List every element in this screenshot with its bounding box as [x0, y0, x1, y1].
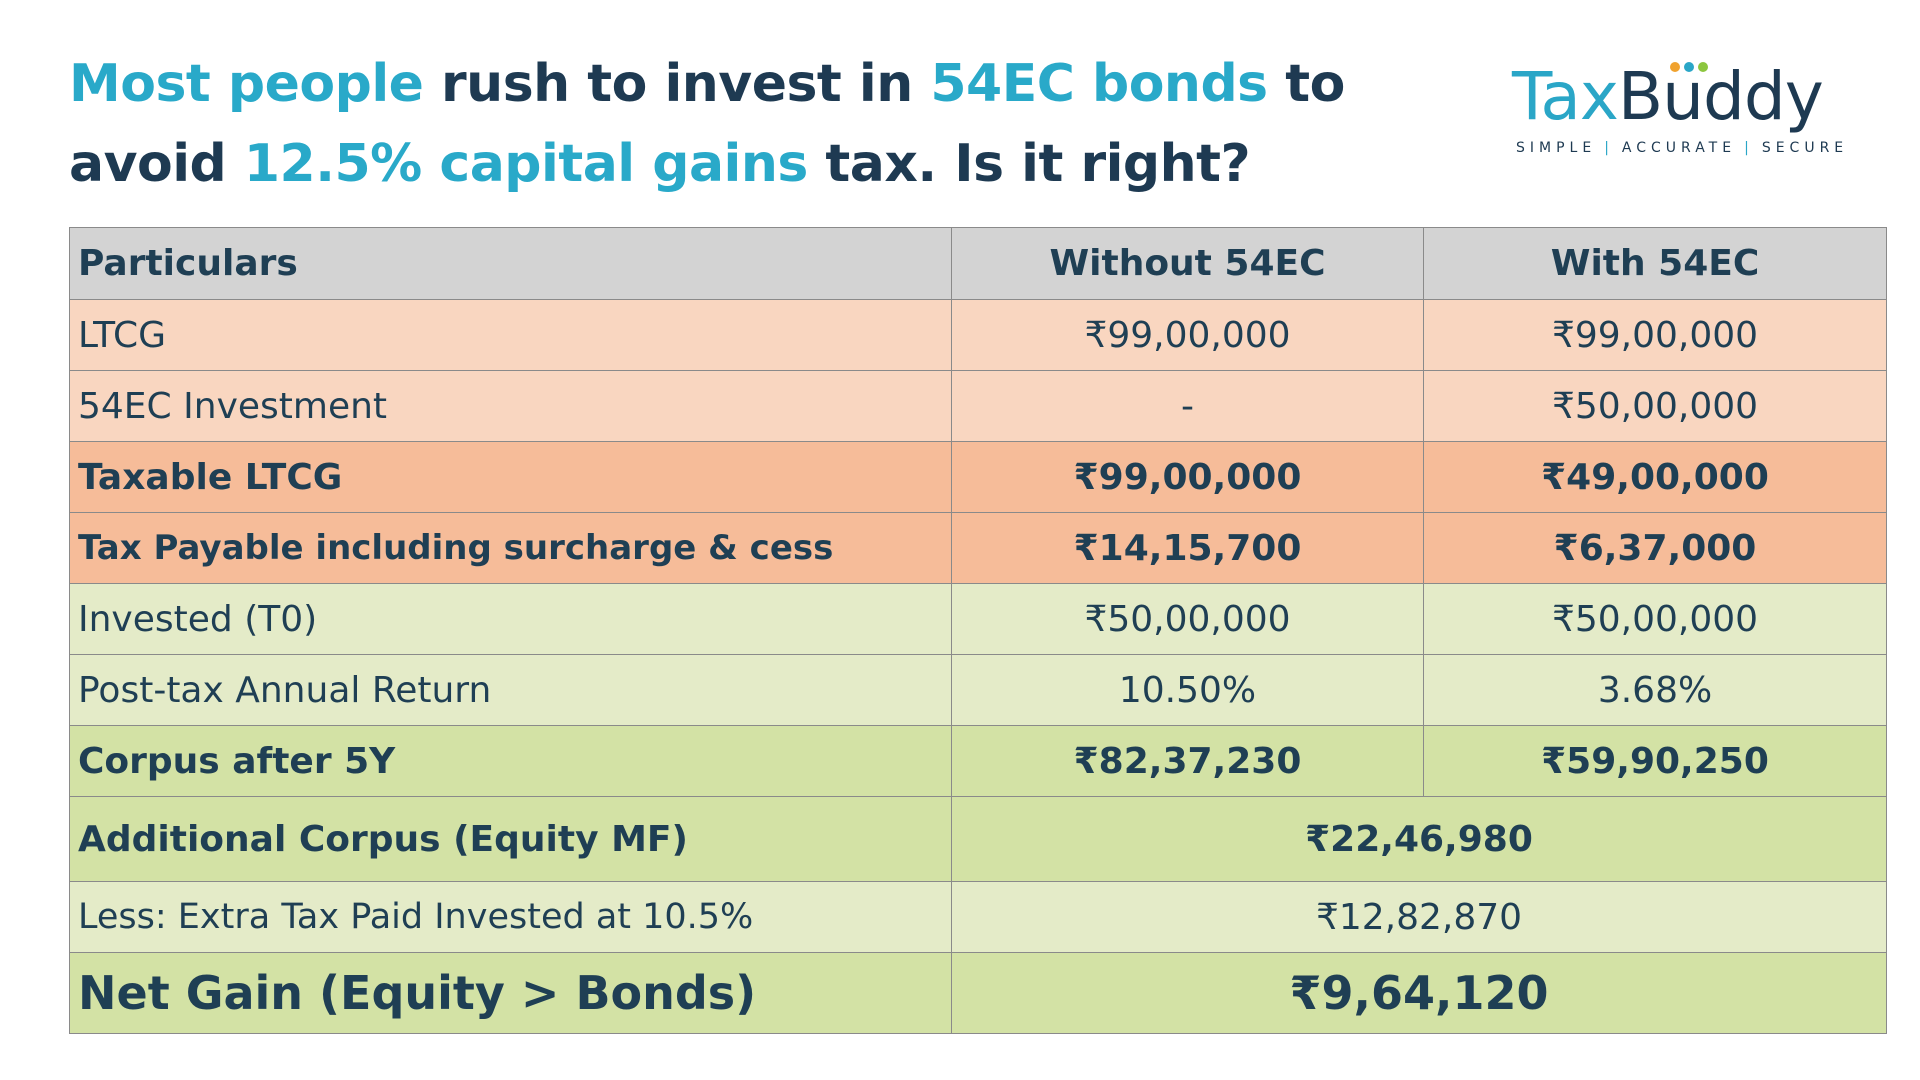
row-invested-t0: Invested (T0) ₹50,00,000 ₹50,00,000 — [69, 583, 1887, 655]
row-corpus-after-5y: Corpus after 5Y ₹82,37,230 ₹59,90,250 — [69, 725, 1887, 797]
cell-with-54ec: ₹50,00,000 — [1423, 370, 1887, 442]
header-without-54ec: Without 54EC — [951, 227, 1424, 300]
cell-with-54ec: ₹49,00,000 — [1423, 441, 1887, 513]
logo-dot-orange — [1670, 62, 1680, 72]
row-tax-payable: Tax Payable including surcharge & cess ₹… — [69, 512, 1887, 584]
logo-wordmark: TaxBuddy — [1512, 52, 1824, 142]
logo-dot-green — [1698, 62, 1708, 72]
headline-text-question: tax. Is it right? — [807, 134, 1251, 194]
cell-without-54ec: ₹14,15,700 — [951, 512, 1424, 584]
row-label: Taxable LTCG — [69, 441, 952, 513]
tagline-separator: | — [1744, 140, 1754, 156]
logo-word-buddy: Buddy — [1617, 58, 1824, 135]
row-additional-corpus: Additional Corpus (Equity MF) ₹22,46,980 — [69, 796, 1887, 882]
table-header-row: Particulars Without 54EC With 54EC — [69, 227, 1887, 300]
row-net-gain: Net Gain (Equity > Bonds) ₹9,64,120 — [69, 952, 1887, 1034]
logo-tagline: SIMPLE | ACCURATE | SECURE — [1516, 140, 1848, 156]
cell-without-54ec: ₹50,00,000 — [951, 583, 1424, 655]
cell-without-54ec: ₹99,00,000 — [951, 299, 1424, 371]
cell-with-54ec: ₹59,90,250 — [1423, 725, 1887, 797]
row-label: 54EC Investment — [69, 370, 952, 442]
row-ltcg: LTCG ₹99,00,000 ₹99,00,000 — [69, 299, 1887, 371]
headline-highlight-most-people: Most people — [69, 54, 424, 114]
row-label: Less: Extra Tax Paid Invested at 10.5% — [69, 881, 952, 953]
row-label: Post-tax Annual Return — [69, 654, 952, 726]
row-less-extra-tax: Less: Extra Tax Paid Invested at 10.5% ₹… — [69, 881, 1887, 953]
comparison-table: Particulars Without 54EC With 54EC LTCG … — [69, 227, 1887, 1034]
headline-text-rush: rush to invest in — [423, 54, 931, 114]
logo-dots-icon — [1670, 62, 1710, 76]
row-label: Net Gain (Equity > Bonds) — [69, 952, 952, 1034]
cell-with-54ec: ₹50,00,000 — [1423, 583, 1887, 655]
headline-highlight-54ec-bonds: 54EC bonds — [930, 54, 1268, 114]
tagline-simple: SIMPLE — [1516, 140, 1597, 156]
tagline-secure: SECURE — [1761, 140, 1849, 156]
row-taxable-ltcg: Taxable LTCG ₹99,00,000 ₹49,00,000 — [69, 441, 1887, 513]
header-with-54ec: With 54EC — [1423, 227, 1887, 300]
cell-with-54ec: ₹99,00,000 — [1423, 299, 1887, 371]
cell-without-54ec: ₹99,00,000 — [951, 441, 1424, 513]
cell-with-54ec: 3.68% — [1423, 654, 1887, 726]
cell-without-54ec: ₹82,37,230 — [951, 725, 1424, 797]
row-label: Tax Payable including surcharge & cess — [69, 512, 952, 584]
cell-with-54ec: ₹6,37,000 — [1423, 512, 1887, 584]
taxbuddy-logo: TaxBuddy SIMPLE | ACCURATE | SECURE — [1512, 52, 1882, 172]
cell-merged-value: ₹9,64,120 — [951, 952, 1887, 1034]
tagline-separator: | — [1604, 140, 1614, 156]
row-54ec-investment: 54EC Investment - ₹50,00,000 — [69, 370, 1887, 442]
row-post-tax-return: Post-tax Annual Return 10.50% 3.68% — [69, 654, 1887, 726]
headline-text-to-avoid: to avoid — [69, 54, 1345, 194]
cell-merged-value: ₹22,46,980 — [951, 796, 1887, 882]
row-label: Corpus after 5Y — [69, 725, 952, 797]
logo-word-tax: Tax — [1512, 58, 1619, 135]
tagline-accurate: ACCURATE — [1621, 140, 1737, 156]
headline: Most people rush to invest in 54EC bonds… — [69, 44, 1459, 204]
header-particulars: Particulars — [69, 227, 952, 300]
cell-without-54ec: - — [951, 370, 1424, 442]
cell-without-54ec: 10.50% — [951, 654, 1424, 726]
headline-highlight-capital-gains: 12.5% capital gains — [243, 134, 808, 194]
logo-dot-blue — [1684, 62, 1694, 72]
row-label: LTCG — [69, 299, 952, 371]
cell-merged-value: ₹12,82,870 — [951, 881, 1887, 953]
row-label: Invested (T0) — [69, 583, 952, 655]
row-label: Additional Corpus (Equity MF) — [69, 796, 952, 882]
